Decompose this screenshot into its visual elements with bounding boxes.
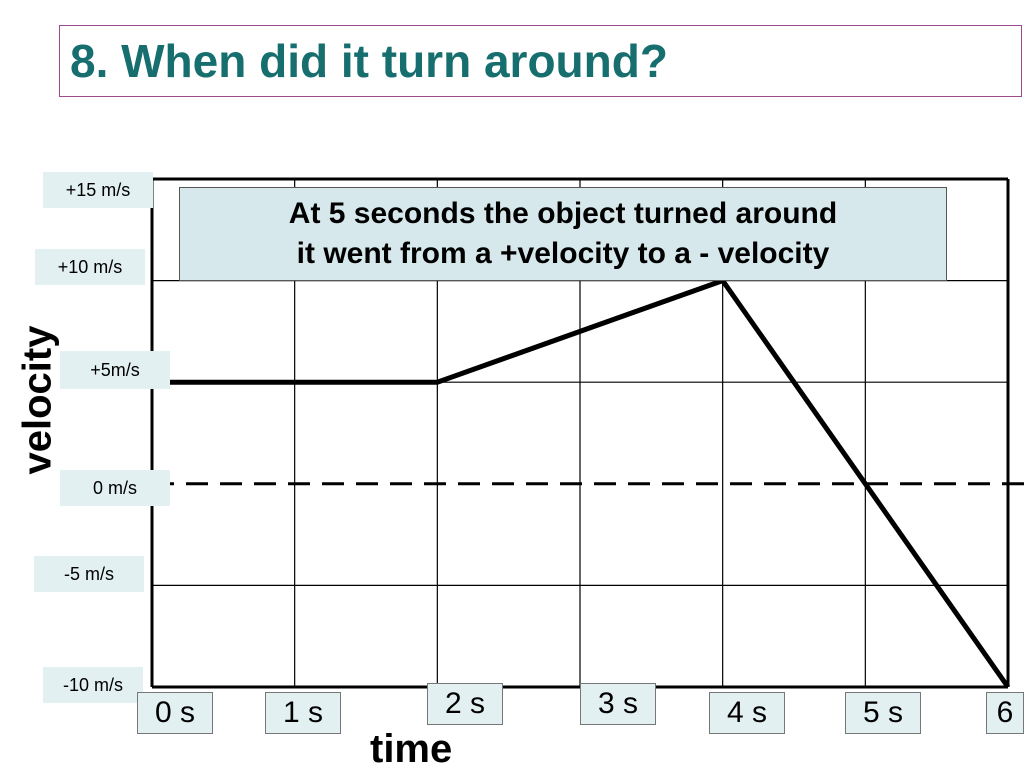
y-tick-label: +15 m/s [43,172,153,208]
y-tick-label: +5m/s [60,351,170,389]
x-tick-label: 3 s [580,683,656,725]
annotation-line-1: At 5 seconds the object turned around [289,194,837,234]
y-tick-label: -10 m/s [43,667,143,703]
x-tick-label: 5 s [845,692,921,734]
x-tick-label: 0 s [137,692,213,734]
x-tick-label: 4 s [709,692,785,734]
y-tick-label: +10 m/s [35,249,145,285]
x-tick-label: 2 s [427,683,503,725]
x-tick-label: 1 s [265,692,341,734]
x-axis-title: time [370,727,452,772]
annotation-callout: At 5 seconds the object turned around it… [179,187,947,281]
annotation-line-2: it went from a +velocity to a - velocity [297,234,830,274]
x-tick-label: 6 [986,692,1024,734]
y-axis-title: velocity [16,326,61,475]
y-tick-label: -5 m/s [34,556,144,592]
y-tick-label: 0 m/s [60,470,170,506]
